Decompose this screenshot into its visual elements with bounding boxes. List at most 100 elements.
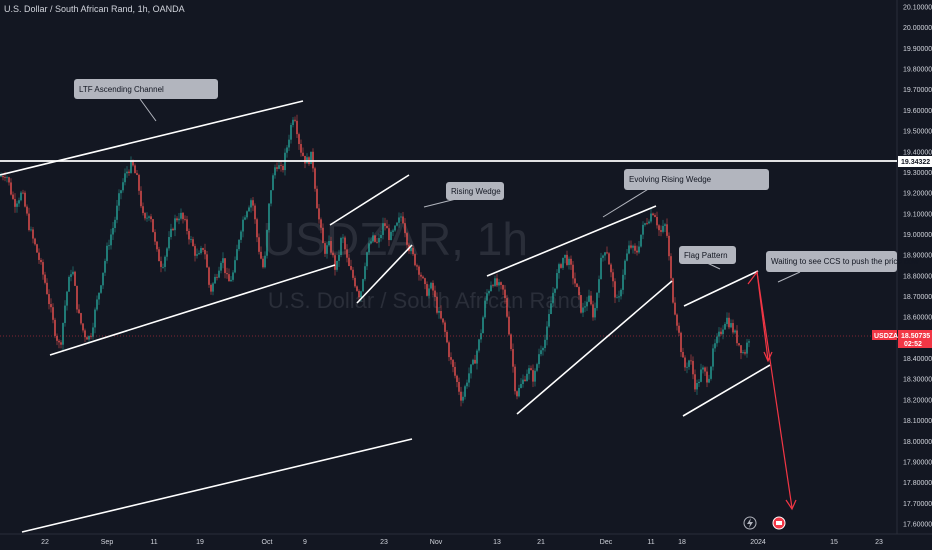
candle-body <box>16 203 18 207</box>
candle-body <box>530 368 532 371</box>
candle-body <box>676 314 678 326</box>
candle-body <box>390 231 392 241</box>
callout-rising-wedge[interactable]: Rising Wedge <box>446 182 504 200</box>
y-tick-label: 19.20000 <box>903 191 932 198</box>
candle-body <box>296 120 298 135</box>
candle-body <box>538 354 540 365</box>
x-tick-label: Dec <box>600 539 613 546</box>
price-axis[interactable]: 20.10000 20.00000 19.90000 19.80000 19.70000… <box>903 5 932 529</box>
candle-body <box>682 352 684 358</box>
y-tick-label: 20.10000 <box>903 5 932 12</box>
candle-body <box>230 279 232 282</box>
candle-body <box>122 182 124 191</box>
candle-body <box>172 228 174 231</box>
candle-body <box>330 241 332 253</box>
x-tick-label: 9 <box>303 539 307 546</box>
rising-wedge-upper-line[interactable] <box>329 174 410 226</box>
candle-body <box>636 250 638 253</box>
candle-body <box>432 282 434 291</box>
hline-price-label: 19.34322 <box>898 156 932 167</box>
candle-body <box>462 396 464 401</box>
evolving-wedge-lower-line[interactable] <box>516 280 673 415</box>
long-projection-arrow[interactable] <box>756 271 793 509</box>
channel-projection-line[interactable] <box>21 438 413 533</box>
candle-body <box>712 348 714 367</box>
candle-body <box>236 249 238 261</box>
candle-body <box>412 247 414 255</box>
candle-body <box>568 258 570 266</box>
callout-ltf-ascending-channel[interactable]: LTF Ascending Channel <box>74 79 218 99</box>
candle-body <box>548 314 550 327</box>
candle-body <box>626 253 628 261</box>
time-axis[interactable]: 22 Sep 11 19 Oct 9 23 Nov 13 21 Dec 11 18 2024 15 23 <box>41 539 883 546</box>
projection-arrows[interactable] <box>747 270 797 511</box>
candle-body <box>146 217 148 219</box>
flag-upper-line[interactable] <box>683 270 759 307</box>
candle-body <box>92 327 94 337</box>
candle-body <box>228 274 230 282</box>
candle-body <box>256 219 258 238</box>
candle-body <box>614 281 616 298</box>
candle-body <box>452 359 454 367</box>
candle-body <box>394 225 396 231</box>
earnings-icon[interactable] <box>772 516 786 530</box>
candle-body <box>302 152 304 156</box>
y-tick-label: 20.00000 <box>903 25 932 32</box>
candle-body <box>304 155 306 164</box>
candle-body <box>334 255 336 270</box>
candle-body <box>690 360 692 362</box>
callout-flag-pattern[interactable]: Flag Pattern <box>679 246 736 264</box>
x-tick-label: 22 <box>41 539 49 546</box>
candle-body <box>38 252 40 260</box>
last-price-text: 18.50735 <box>901 333 930 340</box>
candle-body <box>450 357 452 360</box>
y-tick-label: 17.80000 <box>903 480 932 487</box>
rising-wedge-lower-line[interactable] <box>356 244 413 304</box>
candle-body <box>492 285 494 287</box>
lightning-icon[interactable] <box>743 516 757 530</box>
short-arrow-head-icon <box>763 351 773 363</box>
candle-body <box>748 341 750 343</box>
candle-body <box>104 260 106 273</box>
evolving-wedge-upper-line[interactable] <box>486 205 657 277</box>
channel-upper-line[interactable] <box>0 100 304 176</box>
candle-body <box>242 219 244 232</box>
candle-body <box>440 311 442 319</box>
candle-body <box>558 264 560 274</box>
candle-body <box>28 213 30 231</box>
candle-body <box>454 366 456 376</box>
candle-body <box>46 282 48 295</box>
candle-body <box>96 299 98 310</box>
candle-body <box>618 296 620 298</box>
candle-body <box>416 265 418 267</box>
callout-waiting-ccs[interactable]: Waiting to see CCS to push the price dow <box>766 251 919 272</box>
candle-body <box>672 278 674 303</box>
candle-body <box>372 235 374 242</box>
flag-lower-line[interactable] <box>682 364 771 417</box>
candle-body <box>222 258 224 263</box>
callout-label: Evolving Rising Wedge <box>629 175 712 184</box>
candle-body <box>482 317 484 334</box>
candle-body <box>294 119 296 121</box>
candle-body <box>534 370 536 382</box>
candle-body <box>524 379 526 382</box>
candle-body <box>396 222 398 226</box>
candle-body <box>190 239 192 241</box>
candle-body <box>2 175 4 178</box>
candle-body <box>254 205 256 220</box>
channel-lower-line[interactable] <box>49 264 336 356</box>
short-projection-arrow[interactable] <box>747 270 769 361</box>
candle-body <box>40 259 42 263</box>
candle-body <box>162 266 164 268</box>
candle-body <box>250 200 252 208</box>
candle-body <box>540 350 542 355</box>
candle-body <box>286 147 288 153</box>
callout-evolving-rising-wedge[interactable]: Evolving Rising Wedge <box>624 169 769 190</box>
drawings-layer[interactable] <box>0 100 897 533</box>
candle-body <box>632 245 634 248</box>
x-tick-label: 2024 <box>750 539 766 546</box>
candle-body <box>340 237 342 256</box>
candle-body <box>10 182 12 195</box>
candle-body <box>684 357 686 368</box>
